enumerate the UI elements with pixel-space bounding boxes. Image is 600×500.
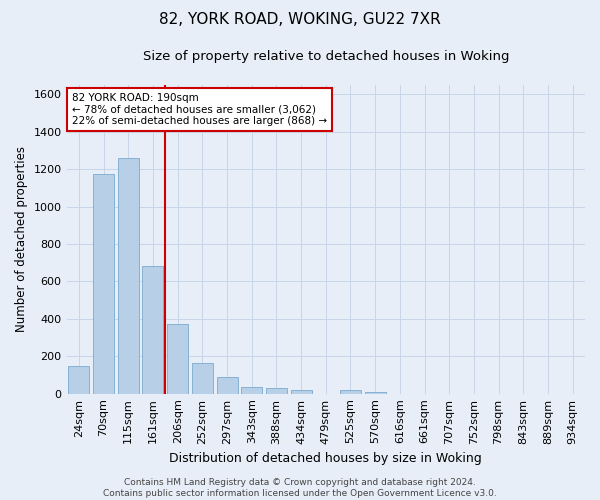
Bar <box>365 392 386 394</box>
Bar <box>217 377 238 394</box>
Bar <box>241 386 262 394</box>
Bar <box>118 158 139 394</box>
Title: Size of property relative to detached houses in Woking: Size of property relative to detached ho… <box>143 50 509 63</box>
Bar <box>266 388 287 394</box>
Text: 82 YORK ROAD: 190sqm
← 78% of detached houses are smaller (3,062)
22% of semi-de: 82 YORK ROAD: 190sqm ← 78% of detached h… <box>72 92 327 126</box>
Text: Contains HM Land Registry data © Crown copyright and database right 2024.
Contai: Contains HM Land Registry data © Crown c… <box>103 478 497 498</box>
Bar <box>340 390 361 394</box>
X-axis label: Distribution of detached houses by size in Woking: Distribution of detached houses by size … <box>169 452 482 465</box>
Bar <box>93 174 114 394</box>
Bar <box>290 390 311 394</box>
Bar <box>192 364 213 394</box>
Text: 82, YORK ROAD, WOKING, GU22 7XR: 82, YORK ROAD, WOKING, GU22 7XR <box>159 12 441 28</box>
Bar <box>167 324 188 394</box>
Bar <box>142 266 163 394</box>
Y-axis label: Number of detached properties: Number of detached properties <box>15 146 28 332</box>
Bar <box>68 366 89 394</box>
